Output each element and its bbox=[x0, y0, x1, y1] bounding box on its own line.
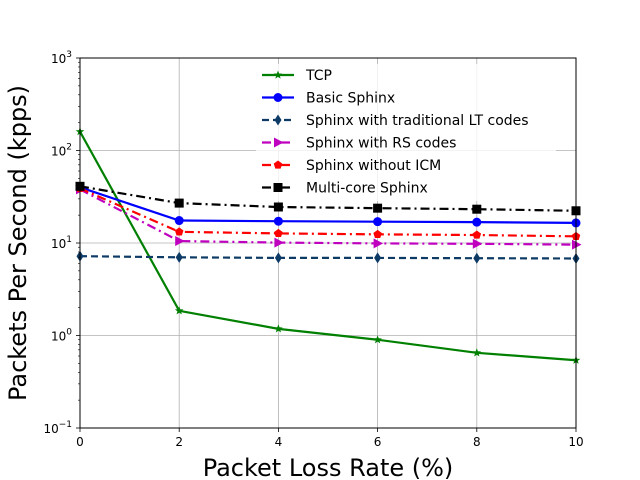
x-tick-label: 10 bbox=[568, 435, 583, 449]
legend-item: Sphinx with traditional LT codes bbox=[262, 113, 529, 129]
y-tick-label: 10−1 bbox=[43, 420, 72, 436]
series-point bbox=[472, 230, 482, 239]
axis-ticks: 0 2 4 6 8 10 10−1 100 101 102 103 bbox=[43, 50, 583, 449]
y-tick-label: 100 bbox=[51, 328, 72, 344]
series-point bbox=[274, 228, 283, 238]
series-point bbox=[373, 217, 383, 227]
series-point bbox=[472, 348, 482, 357]
series-point bbox=[274, 324, 283, 333]
legend: TCP Basic Sphinx Sphinx with traditional L… bbox=[256, 64, 556, 201]
series-point bbox=[373, 229, 382, 238]
legend-item: Multi-core Sphinx bbox=[262, 181, 428, 197]
series-line bbox=[79, 186, 577, 224]
series-point bbox=[273, 216, 283, 226]
legend-label: TCP bbox=[305, 68, 332, 84]
series-line bbox=[79, 255, 577, 260]
series-point bbox=[472, 238, 483, 249]
series-point bbox=[274, 114, 282, 126]
legend-label: Sphinx with RS codes bbox=[306, 136, 456, 152]
legend-label: Basic Sphinx bbox=[306, 91, 395, 107]
x-tick-label: 2 bbox=[175, 435, 183, 449]
series-point bbox=[473, 252, 481, 264]
legend-item: Sphinx with RS codes bbox=[262, 136, 456, 152]
series-point bbox=[274, 237, 284, 248]
series-line bbox=[79, 185, 577, 212]
series-point bbox=[374, 252, 382, 264]
series-point bbox=[373, 203, 383, 213]
series-point bbox=[174, 227, 184, 236]
series-point bbox=[273, 160, 283, 169]
x-tick-label: 6 bbox=[374, 435, 382, 449]
x-tick-label: 0 bbox=[76, 435, 84, 449]
y-tick-label: 102 bbox=[51, 143, 72, 159]
series-point bbox=[175, 236, 185, 247]
series-point bbox=[472, 204, 482, 214]
series-point bbox=[572, 239, 582, 250]
y-tick-label: 103 bbox=[51, 50, 72, 66]
series-point bbox=[273, 183, 283, 192]
x-tick-label: 4 bbox=[275, 435, 283, 449]
series-point bbox=[274, 252, 282, 264]
series-point bbox=[472, 217, 482, 227]
series-point bbox=[373, 335, 382, 344]
legend-label: Sphinx with traditional LT codes bbox=[306, 113, 529, 129]
y-tick-label: 101 bbox=[51, 235, 72, 251]
series-point bbox=[273, 202, 283, 212]
series-group bbox=[75, 127, 582, 364]
legend-item: Basic Sphinx bbox=[262, 91, 395, 107]
series-line bbox=[79, 187, 577, 238]
legend-label: Multi-core Sphinx bbox=[306, 181, 428, 197]
series-line bbox=[79, 131, 577, 362]
x-tick-label: 8 bbox=[473, 435, 481, 449]
series-point bbox=[174, 216, 184, 226]
series-point bbox=[373, 238, 384, 249]
series-point bbox=[174, 198, 184, 208]
legend-item: TCP bbox=[262, 68, 332, 84]
legend-item: Sphinx without ICM bbox=[262, 158, 441, 174]
series-point bbox=[273, 93, 283, 102]
series-point bbox=[174, 306, 184, 315]
y-axis-label: Packets Per Second (kpps) bbox=[4, 85, 32, 401]
legend-label: Sphinx without ICM bbox=[306, 158, 441, 174]
series-point bbox=[273, 70, 283, 79]
x-axis-label: Packet Loss Rate (%) bbox=[203, 454, 454, 480]
series-point bbox=[175, 251, 183, 263]
series-line bbox=[79, 188, 577, 246]
series-point bbox=[274, 137, 284, 148]
legend-box bbox=[256, 64, 556, 201]
